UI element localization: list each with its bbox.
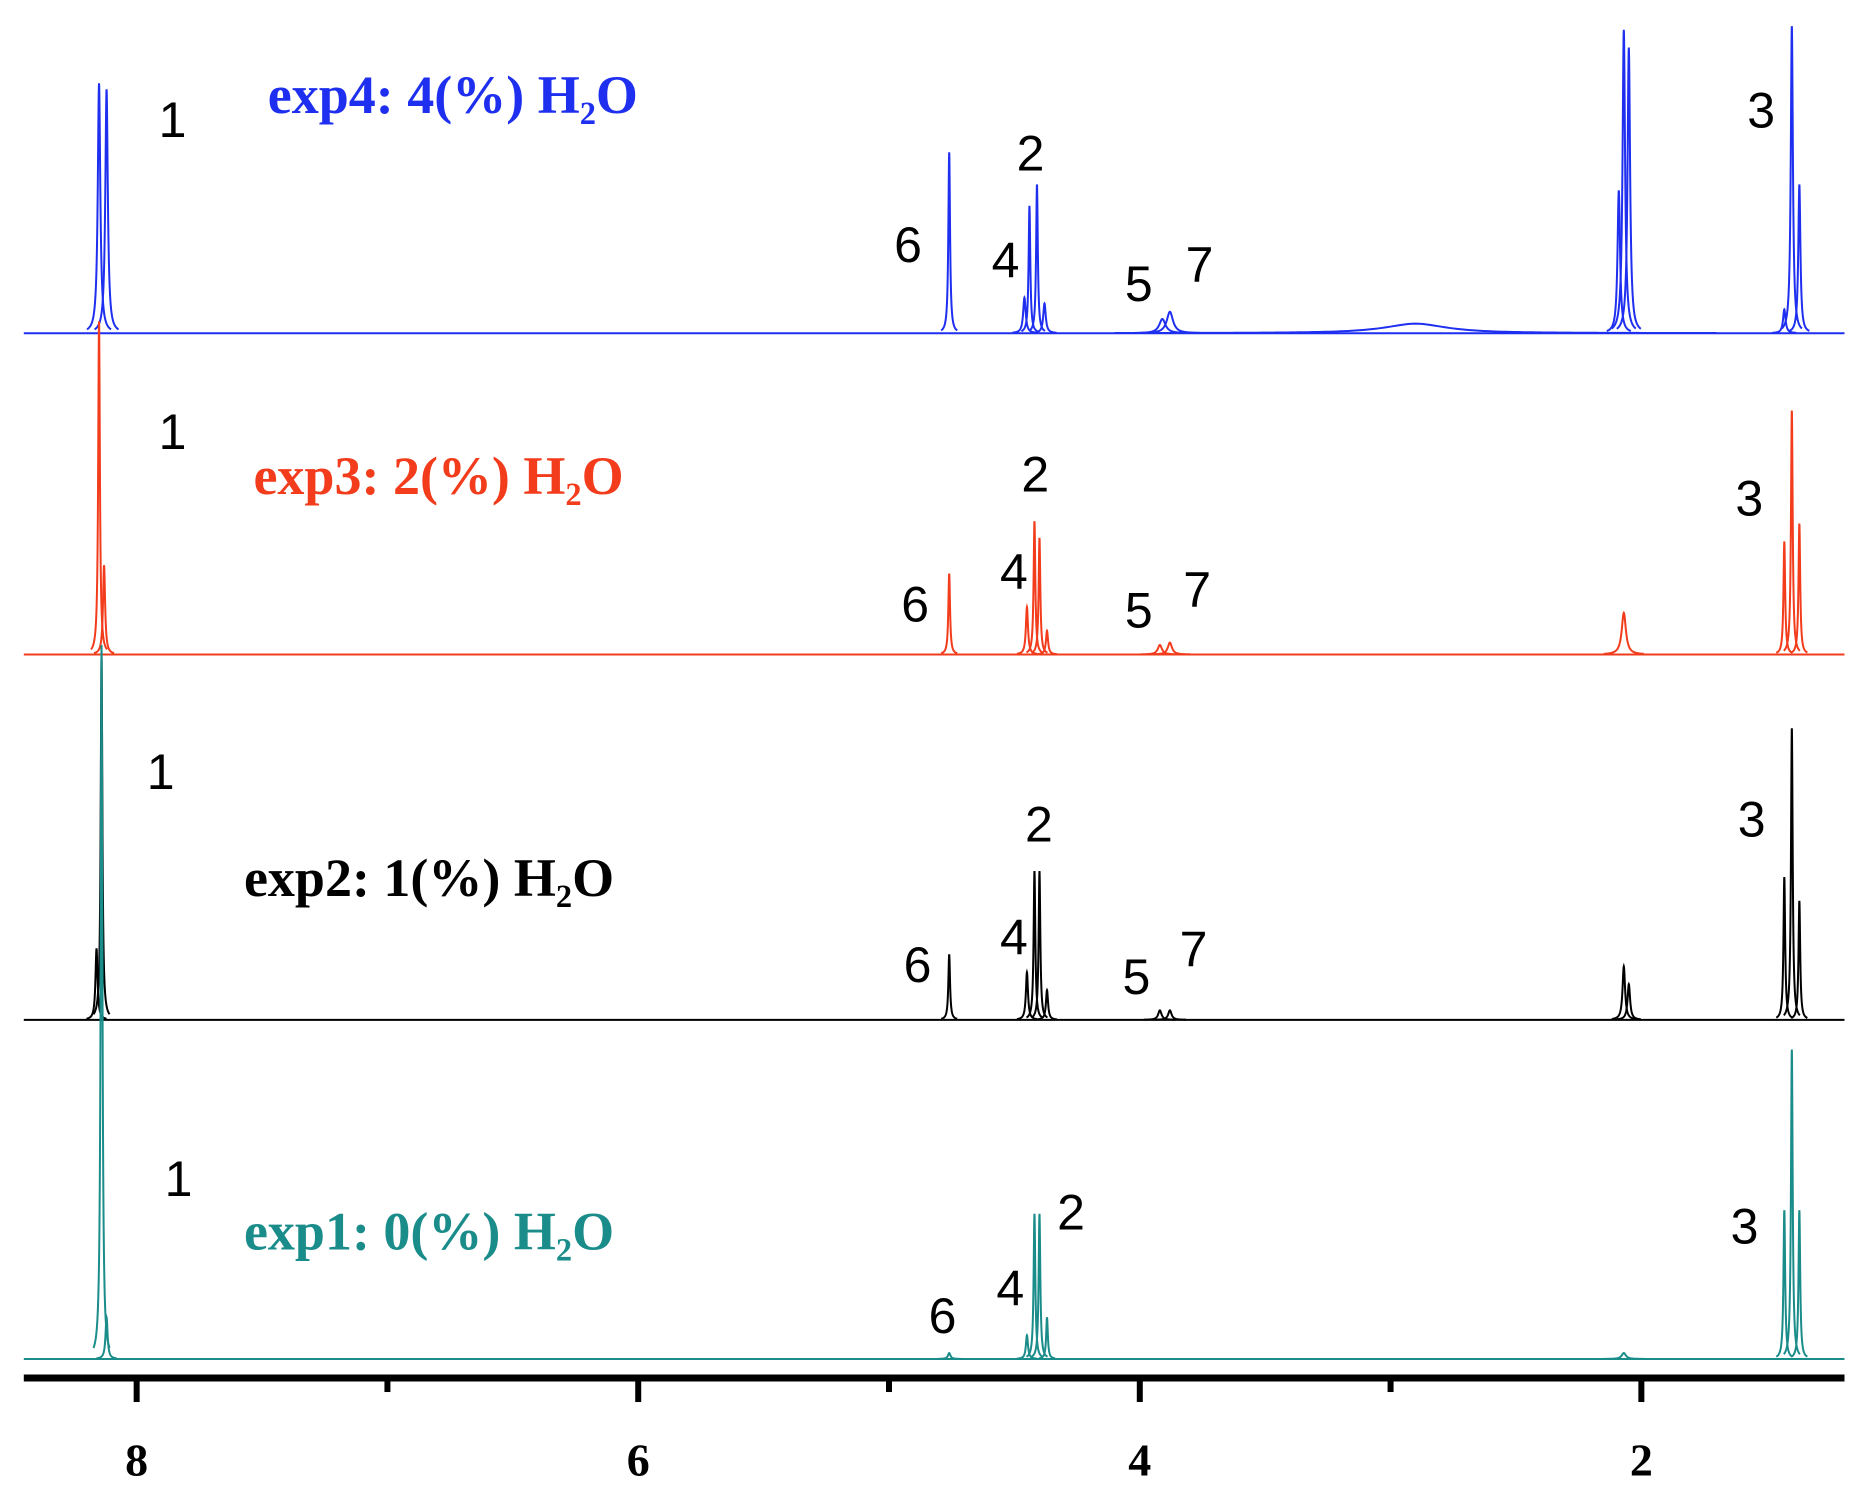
- peak: [1783, 728, 1801, 1017]
- peak: [92, 644, 111, 1349]
- x-tick-label: 6: [627, 1435, 650, 1486]
- peak-label: 4: [996, 1261, 1024, 1317]
- peak-label: 6: [894, 217, 922, 273]
- peak-label: 3: [1738, 792, 1766, 848]
- peak: [940, 152, 958, 332]
- peak: [1790, 1210, 1808, 1358]
- peak: [1025, 1213, 1044, 1358]
- peak: [1616, 981, 1641, 1021]
- peak-label: 6: [904, 937, 932, 993]
- peak: [1783, 410, 1801, 652]
- peak-label: 2: [1021, 447, 1049, 503]
- x-tick-label: 8: [125, 1435, 148, 1486]
- peak: [1790, 523, 1808, 654]
- peak-label: 2: [1017, 125, 1045, 181]
- x-tick-label: 4: [1128, 1435, 1151, 1486]
- peak-label: 7: [1183, 562, 1211, 618]
- peak-label: 3: [1747, 82, 1775, 138]
- peak-label: 4: [992, 232, 1020, 288]
- peak-label: 1: [159, 92, 187, 148]
- peak: [1775, 1210, 1793, 1358]
- peak-label: 2: [1025, 796, 1053, 852]
- peak: [1038, 1317, 1056, 1360]
- peak: [940, 954, 958, 1020]
- peak-label: 4: [1000, 544, 1028, 600]
- peak: [1016, 968, 1038, 1021]
- peak-label: 1: [159, 404, 187, 460]
- x-tick-label: 2: [1630, 1435, 1653, 1486]
- peak: [1143, 1009, 1176, 1021]
- spectrum-title: exp4: 4(%) H₂O: [268, 65, 638, 125]
- peak: [1775, 541, 1793, 654]
- peak: [1016, 1333, 1038, 1360]
- peak: [1153, 1009, 1186, 1021]
- peak-label: 1: [147, 744, 175, 800]
- peak: [1149, 641, 1190, 656]
- peak: [1606, 190, 1632, 332]
- peak: [86, 83, 112, 331]
- peak-label: 5: [1125, 582, 1153, 638]
- peak: [1114, 322, 1717, 335]
- peak: [1790, 900, 1808, 1019]
- peak-label: 4: [1000, 910, 1028, 966]
- peak: [937, 1351, 962, 1360]
- peak-label: 6: [929, 1288, 957, 1344]
- peak: [93, 565, 115, 655]
- peak: [1036, 987, 1058, 1021]
- peak: [1139, 643, 1180, 656]
- peak: [1611, 29, 1637, 330]
- peak-label: 3: [1731, 1199, 1759, 1255]
- peak: [1036, 628, 1058, 656]
- peak-label: 1: [165, 1151, 193, 1207]
- spectrum-title: exp2: 1(%) H₂O: [244, 848, 614, 908]
- peak-label: 6: [901, 576, 929, 632]
- peak: [90, 321, 108, 651]
- peak: [1603, 1352, 1644, 1360]
- peak: [1025, 521, 1043, 654]
- peak: [1016, 603, 1038, 655]
- spectrum-title: exp3: 2(%) H₂O: [253, 446, 623, 506]
- peak: [1775, 876, 1793, 1019]
- peak-label: 5: [1125, 256, 1153, 312]
- peak: [1028, 184, 1046, 332]
- peak: [1772, 307, 1797, 334]
- peak-label: 5: [1123, 949, 1151, 1005]
- peak-label: 7: [1186, 237, 1214, 293]
- peak: [1032, 301, 1057, 334]
- peak-label: 2: [1057, 1184, 1085, 1240]
- peak-label: 3: [1735, 470, 1763, 526]
- peak: [1025, 871, 1044, 1019]
- peak: [1611, 962, 1636, 1021]
- peak-label: 7: [1180, 921, 1208, 977]
- peak: [1781, 26, 1803, 330]
- peak: [1783, 1049, 1801, 1355]
- peak: [1616, 47, 1642, 330]
- peak: [1603, 610, 1644, 655]
- peak: [1788, 184, 1810, 332]
- peak: [96, 1313, 117, 1360]
- peak: [1020, 205, 1038, 333]
- spectrum-title: exp1: 0(%) H₂O: [244, 1202, 614, 1262]
- peak: [940, 573, 958, 655]
